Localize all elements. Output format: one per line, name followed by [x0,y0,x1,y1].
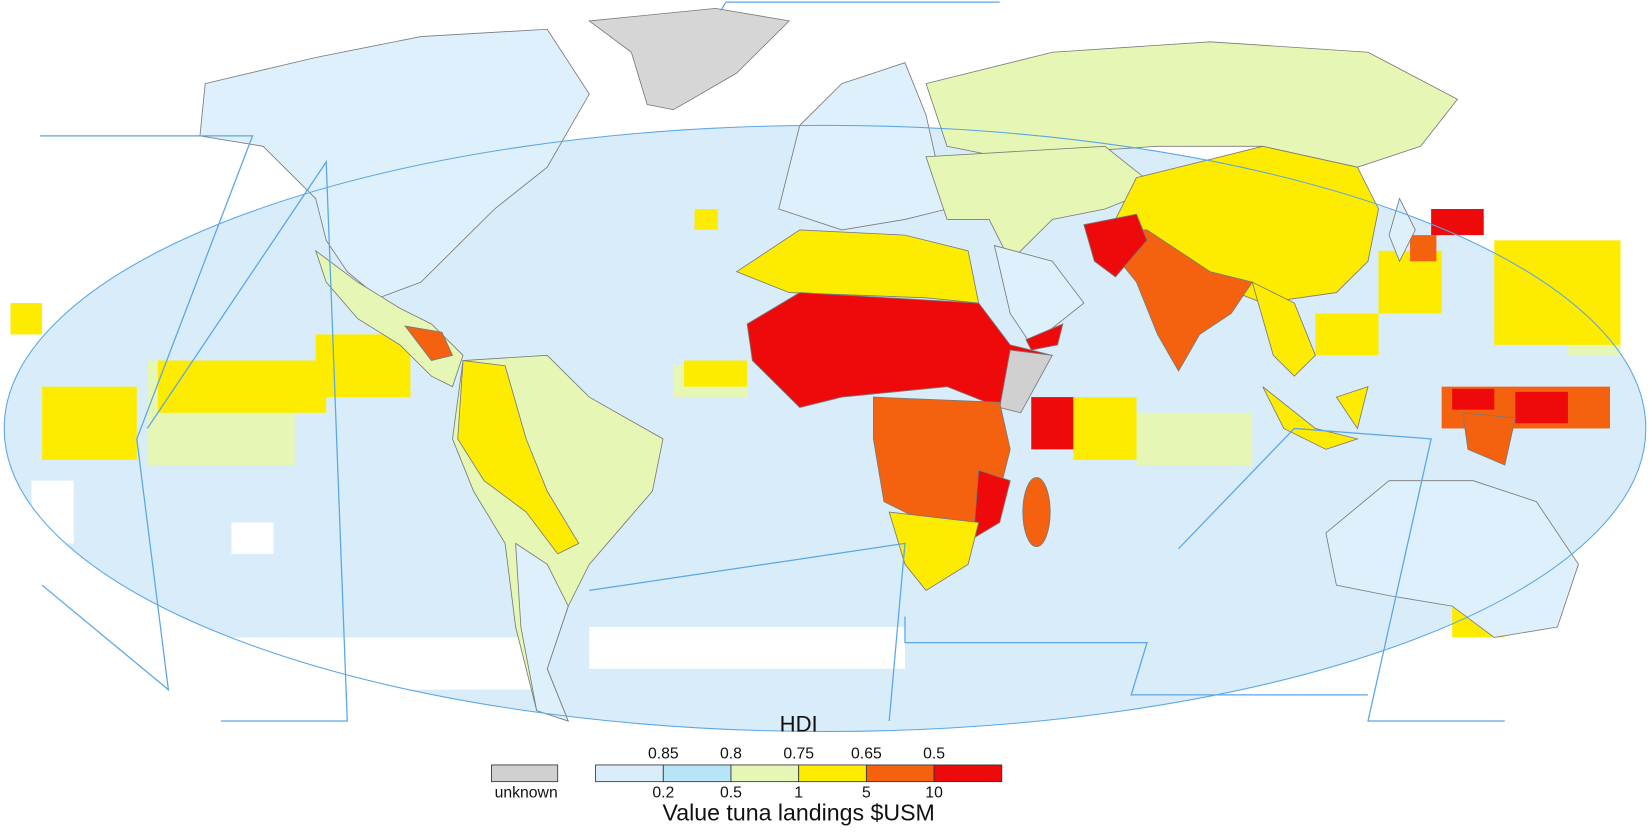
hdi-label: 0.75 [783,746,814,763]
unknown-swatch [491,764,559,783]
region-boundary [720,1,1000,11]
value-label: 10 [925,784,943,801]
value-label: 0.5 [720,784,742,801]
value-label: 0.2 [652,784,674,801]
mozambique [972,469,1011,539]
legend-title: HDI [780,712,818,737]
region-boundary [904,616,1368,696]
hdi-label: 0.85 [648,746,679,763]
map-frame [3,124,1647,733]
value-label: 5 [862,784,871,801]
region-boundary [589,542,906,722]
southern-africa [888,511,980,591]
papua-new-guinea [1462,412,1516,466]
central-america [404,325,454,361]
value-label: 1 [794,784,803,801]
unknown-label: unknown [495,784,558,801]
legend-swatch [798,764,867,783]
central-asia [925,145,1159,262]
indonesia [1262,386,1369,450]
india [1093,229,1253,372]
no-data-areas [21,250,1495,701]
andean-countries [457,360,580,555]
hdi-label: 0.65 [851,746,882,763]
legend-swatch [662,764,732,783]
madagascar [1022,477,1051,547]
greenland [588,7,791,111]
yemen [1025,323,1064,351]
russia [925,41,1459,168]
hdi-label: 0.8 [720,746,742,763]
somalia [999,349,1053,414]
japan [1388,197,1416,263]
legend: HDI unknown Value tuna landings $USM 0.8… [491,712,1003,825]
region-boundary [1178,427,1505,722]
europe [778,62,948,231]
map-layer [3,1,1647,733]
legend-swatch [933,764,1003,783]
hdi-label: 0.5 [923,746,945,763]
arabia [993,244,1085,346]
southeast-asia [1251,281,1316,377]
region-boundary [146,160,348,722]
afghanistan-pakistan [1083,213,1148,278]
legend-swatch [595,764,664,783]
legend-swatch [865,764,935,783]
ocean-patches-yellow [10,209,1621,638]
legend-axis-title: Value tuna landings $USM [663,799,935,825]
southern-cone [515,542,569,722]
australia [1325,480,1579,638]
north-america [199,28,590,299]
legend-swatch [730,764,800,783]
region-boundary [39,135,254,692]
